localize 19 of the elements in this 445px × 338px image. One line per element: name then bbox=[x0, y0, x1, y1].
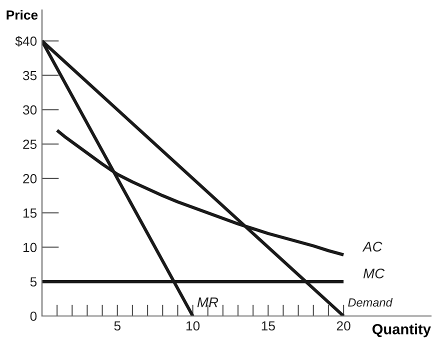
series-label: MR bbox=[197, 298, 218, 308]
y-axis-title: Price bbox=[6, 10, 38, 20]
series-label: Demand bbox=[348, 298, 393, 307]
y-tick-label: 25 bbox=[23, 140, 37, 149]
series-label: MC bbox=[363, 268, 385, 278]
x-tick-label: 20 bbox=[336, 321, 350, 331]
y-tick-label: 35 bbox=[22, 70, 37, 80]
x-tick-label: 5 bbox=[114, 321, 121, 331]
y-tick-label: 5 bbox=[30, 277, 37, 287]
y-tick-label: 20 bbox=[23, 174, 37, 184]
series-label: AC bbox=[362, 242, 382, 252]
x-tick-label: 10 bbox=[186, 321, 200, 331]
y-tick-label: 0 bbox=[30, 312, 37, 321]
y-tick-label: $40 bbox=[15, 36, 37, 47]
x-tick-label: 15 bbox=[262, 321, 275, 331]
y-tick-label: 10 bbox=[23, 242, 37, 252]
y-tick-label: 15 bbox=[23, 208, 37, 218]
y-tick-label: 30 bbox=[22, 105, 37, 115]
x-axis-title: Quantity bbox=[372, 324, 431, 338]
